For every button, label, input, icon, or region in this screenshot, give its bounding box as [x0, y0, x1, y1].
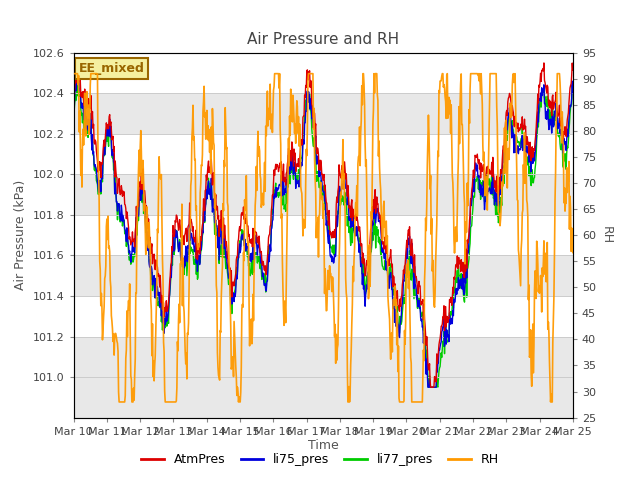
Bar — [74, 296, 573, 336]
AtmPres — [446, 300, 454, 305]
li75_pres — [424, 384, 432, 390]
AtmPres — [124, 219, 132, 225]
Line: li75_pres: li75_pres — [74, 74, 573, 387]
RH — [115, 399, 123, 405]
AtmPres — [540, 60, 548, 66]
Bar — [74, 174, 573, 215]
li75_pres — [70, 109, 77, 115]
AtmPres — [200, 196, 207, 202]
RH — [200, 84, 208, 89]
RH — [125, 298, 132, 303]
li77_pres — [73, 75, 81, 81]
li77_pres — [70, 107, 77, 112]
RH — [569, 250, 577, 255]
Bar — [74, 215, 573, 255]
li77_pres — [424, 384, 432, 390]
AtmPres — [427, 384, 435, 390]
X-axis label: Time: Time — [308, 439, 339, 453]
Line: li77_pres: li77_pres — [74, 78, 573, 387]
RH — [284, 204, 291, 210]
li75_pres — [284, 174, 291, 180]
Title: Air Pressure and RH: Air Pressure and RH — [247, 33, 399, 48]
AtmPres — [569, 67, 577, 73]
AtmPres — [283, 169, 291, 175]
li75_pres — [502, 129, 509, 134]
li77_pres — [569, 86, 577, 92]
Text: EE_mixed: EE_mixed — [79, 62, 145, 75]
AtmPres — [70, 100, 77, 106]
Line: RH: RH — [74, 73, 573, 402]
Bar — [74, 93, 573, 134]
AtmPres — [501, 127, 509, 133]
RH — [426, 157, 433, 163]
li77_pres — [125, 250, 132, 255]
li75_pres — [426, 384, 434, 390]
Y-axis label: RH: RH — [600, 226, 612, 244]
RH — [70, 71, 77, 76]
AtmPres — [425, 367, 433, 373]
li77_pres — [426, 384, 434, 390]
li77_pres — [284, 180, 291, 186]
Y-axis label: Air Pressure (kPa): Air Pressure (kPa) — [14, 180, 27, 290]
Bar — [74, 336, 573, 377]
li75_pres — [125, 242, 132, 248]
li75_pres — [447, 318, 454, 324]
RH — [501, 170, 509, 176]
Bar — [74, 134, 573, 174]
Line: AtmPres: AtmPres — [74, 63, 573, 387]
li77_pres — [502, 146, 509, 152]
Bar — [74, 53, 573, 93]
Bar — [74, 377, 573, 418]
li75_pres — [75, 72, 83, 77]
RH — [446, 97, 454, 103]
Bar — [74, 255, 573, 296]
li77_pres — [447, 309, 454, 314]
li75_pres — [200, 209, 208, 215]
li77_pres — [200, 203, 208, 208]
li75_pres — [569, 89, 577, 95]
Legend: AtmPres, li75_pres, li77_pres, RH: AtmPres, li75_pres, li77_pres, RH — [136, 448, 504, 471]
